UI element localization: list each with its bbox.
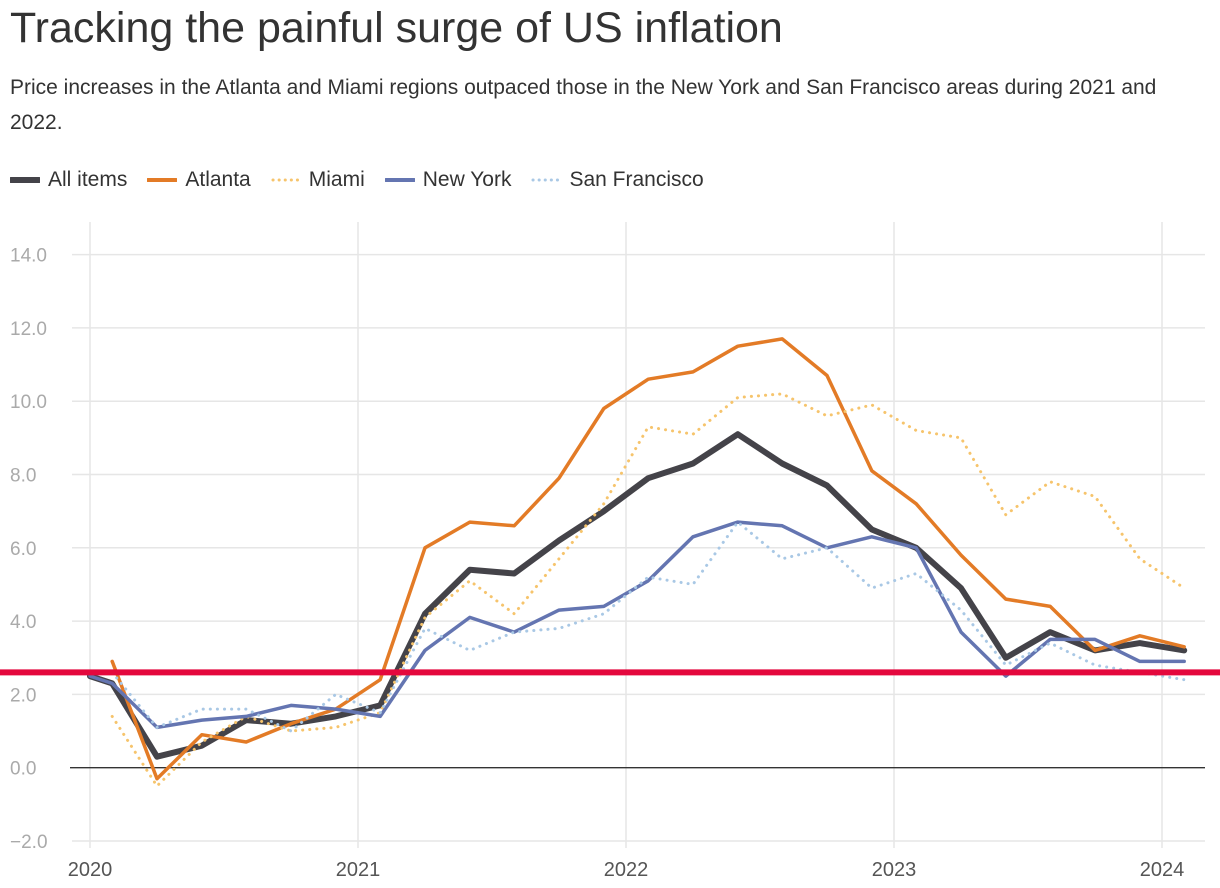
series-line-san-francisco [110,520,1186,733]
x-tick-label-0: 2020 [68,859,113,881]
series-line-new-york [88,520,1186,730]
legend-item-new-york: New York [384,168,512,192]
axis-label-layer: −2.0 0.0 2.0 4.0 6.0 8.0 10.0 12.0 14.0 2020 2021 2… [10,246,1184,881]
legend-swatch-atlanta [147,178,178,182]
y-tick-label-1: 0.0 [10,759,36,780]
legend-label-atlanta: Atlanta [185,168,251,191]
chart-title: Tracking the painful surge of US inflati… [10,4,783,52]
legend-label-new-york: New York [422,168,512,191]
series-line-atlanta [110,337,1186,781]
y-tick-label-2: 2.0 [10,685,36,706]
line-chart: −2.0 0.0 2.0 4.0 6.0 8.0 10.0 12.0 14.0 2020 2021 2… [0,222,1220,881]
grid-layer [72,222,1205,848]
legend-swatch-san-francisco [531,178,562,182]
legend-item-san-francisco: San Francisco [531,168,704,192]
legend-label-all-items: All items [48,168,128,191]
y-tick-label-8: 14.0 [10,246,47,267]
legend-item-atlanta: Atlanta [147,168,251,192]
y-tick-label-5: 8.0 [10,466,36,487]
y-tick-label-3: 4.0 [10,612,36,633]
x-tick-label-1: 2021 [336,859,381,881]
x-tick-label-3: 2023 [872,859,917,881]
legend-item-miami: Miami [271,168,365,192]
legend-label-miami: Miami [308,168,365,191]
legend-swatch-all-items [10,177,40,183]
legend-label-san-francisco: San Francisco [569,168,704,191]
x-tick-label-4: 2024 [1140,859,1185,881]
y-tick-label-6: 10.0 [10,392,47,413]
y-tick-label-0: −2.0 [10,832,48,853]
series-line-miami [110,392,1186,788]
series-line-all-items [87,431,1188,760]
y-tick-label-4: 6.0 [10,539,36,560]
y-tick-label-7: 12.0 [10,319,47,340]
legend-item-all-items: All items [10,168,127,192]
legend-swatch-new-york [384,178,415,182]
series-layer [87,337,1188,788]
chart-subtitle: Price increases in the Atlanta and Miami… [10,76,1157,134]
chart-legend: All items Atlanta Miami New York San Fra… [10,166,724,194]
legend-swatch-miami [271,178,301,182]
x-tick-label-2: 2022 [604,859,649,881]
